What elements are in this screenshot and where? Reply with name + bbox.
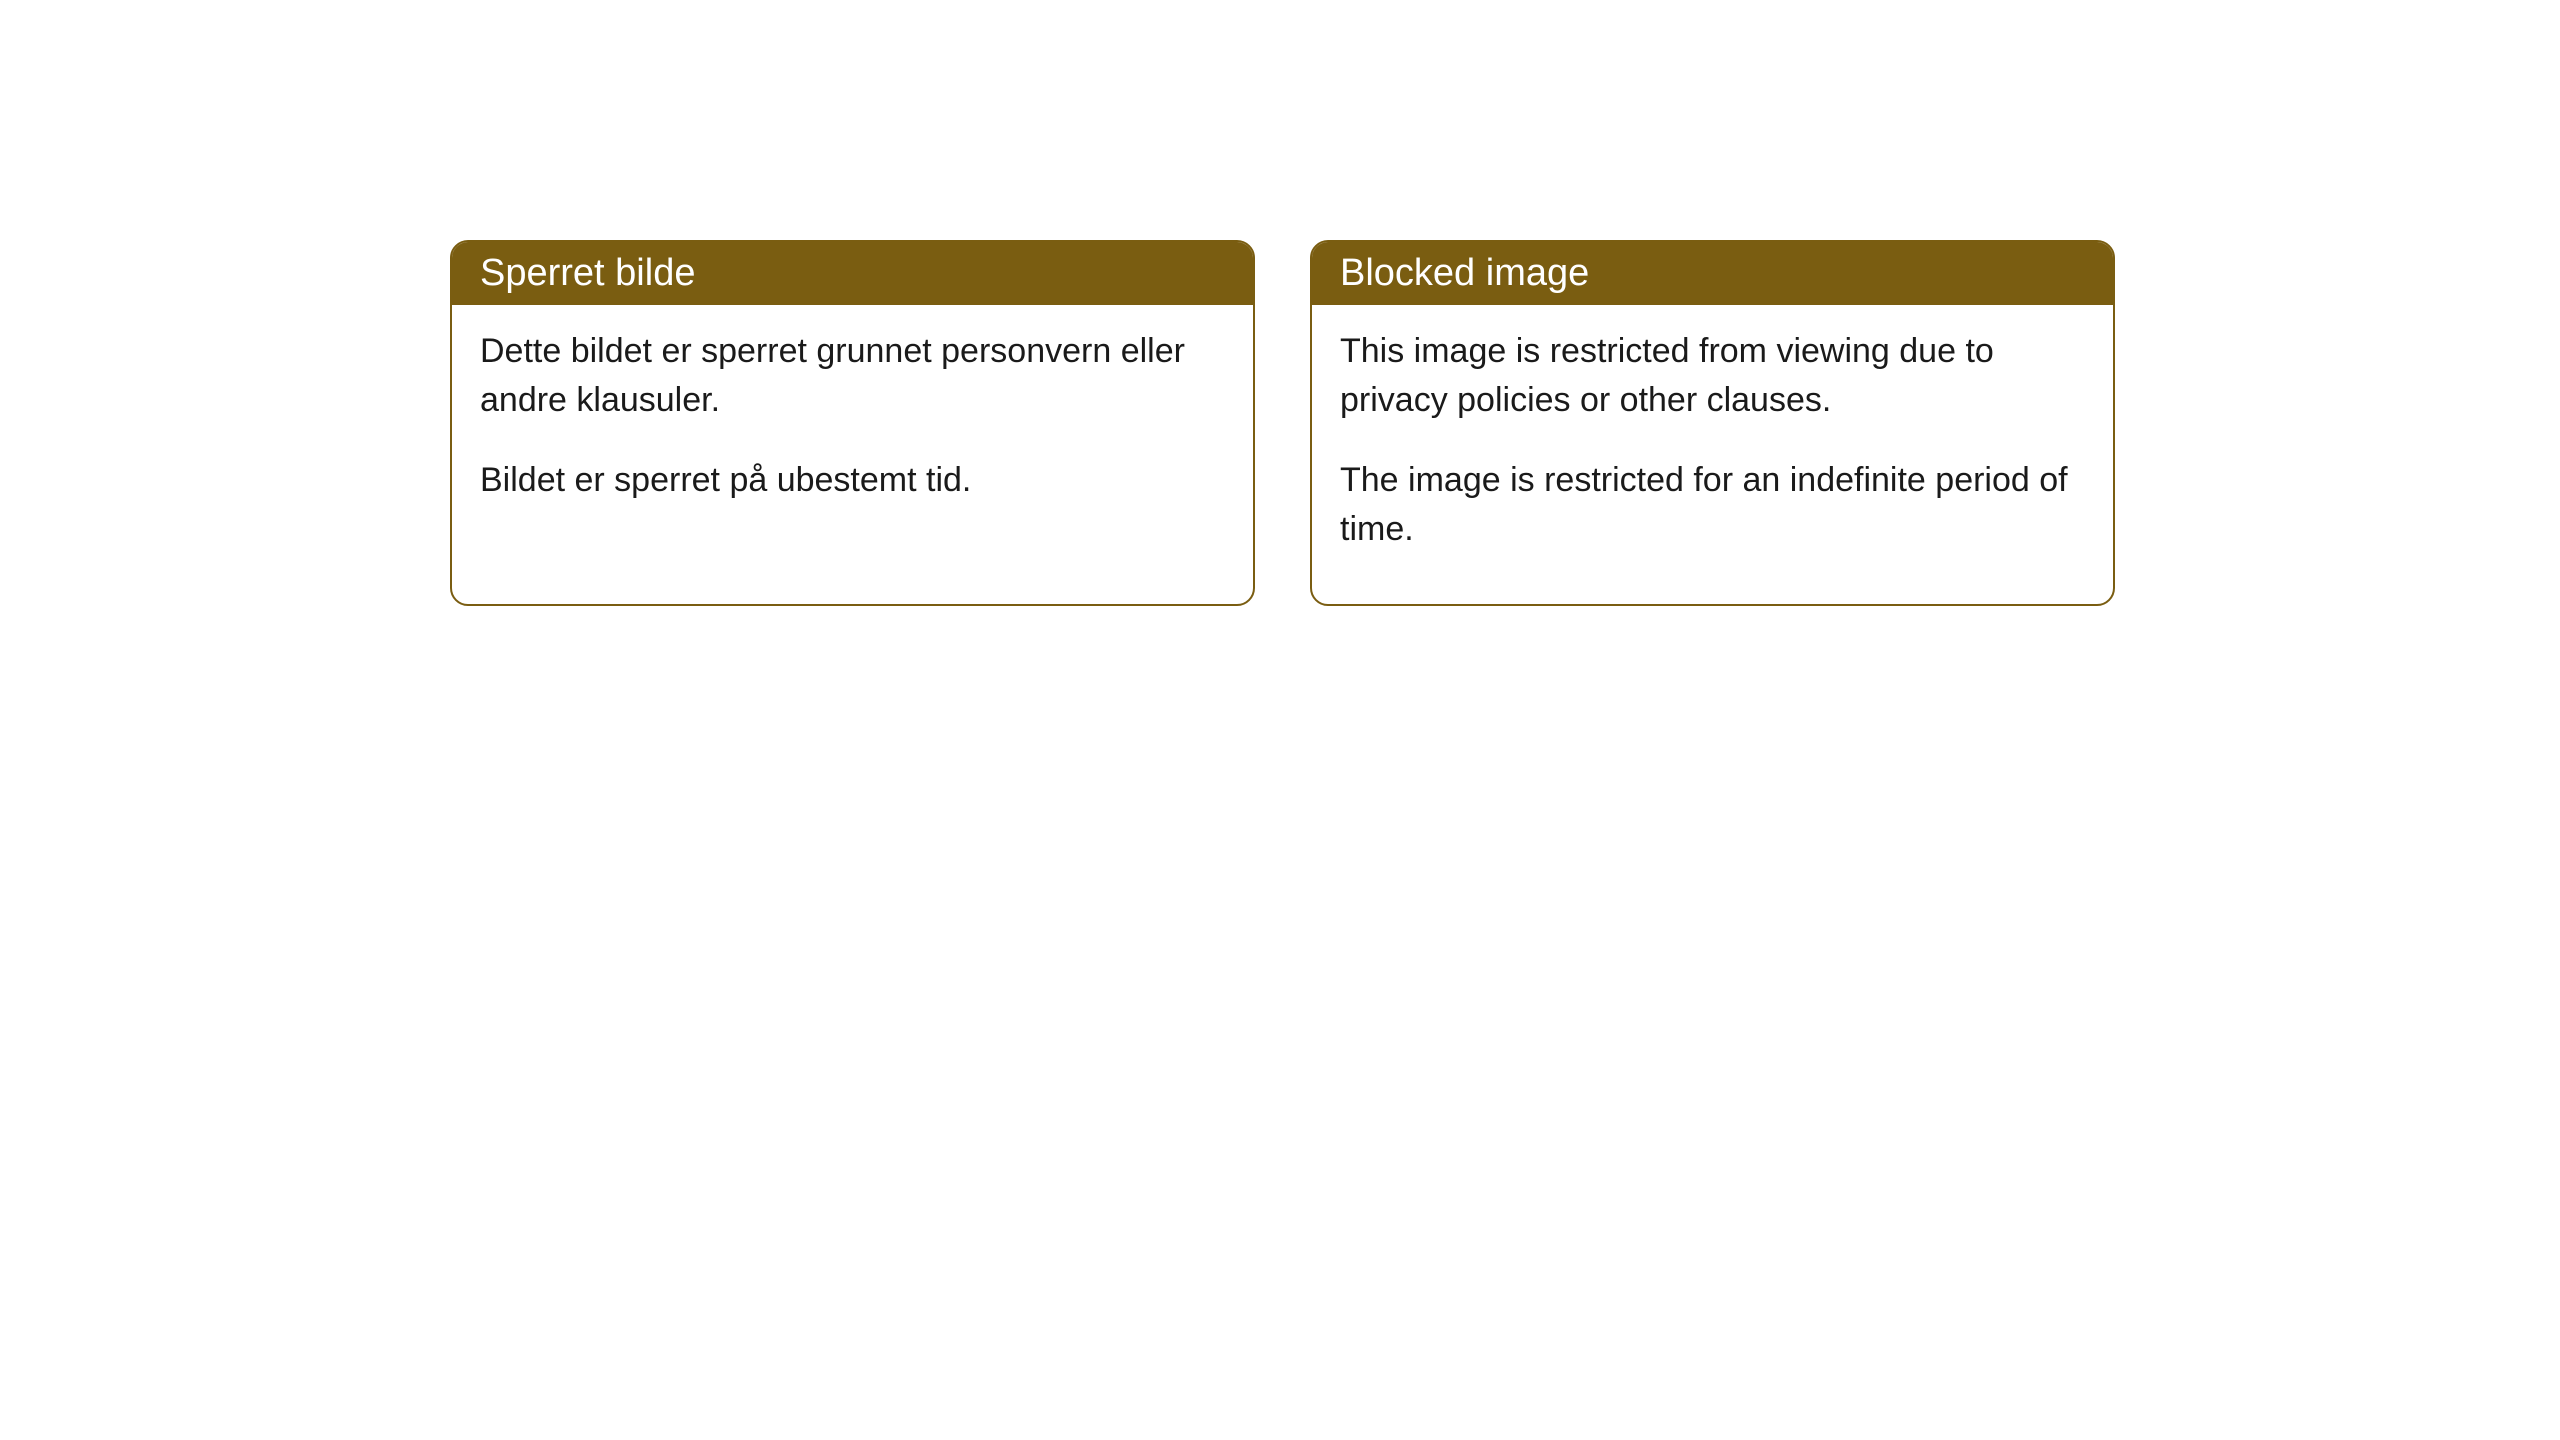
card-title: Sperret bilde xyxy=(480,252,695,294)
notice-cards-container: Sperret bilde Dette bildet er sperret gr… xyxy=(450,240,2115,606)
card-paragraph: Bildet er sperret på ubestemt tid. xyxy=(480,456,1225,505)
card-body: This image is restricted from viewing du… xyxy=(1312,305,2113,604)
card-paragraph: Dette bildet er sperret grunnet personve… xyxy=(480,327,1225,426)
card-header: Sperret bilde xyxy=(452,242,1253,305)
card-body: Dette bildet er sperret grunnet personve… xyxy=(452,305,1253,555)
card-paragraph: The image is restricted for an indefinit… xyxy=(1340,456,2085,555)
card-header: Blocked image xyxy=(1312,242,2113,305)
card-paragraph: This image is restricted from viewing du… xyxy=(1340,327,2085,426)
notice-card-english: Blocked image This image is restricted f… xyxy=(1310,240,2115,606)
card-title: Blocked image xyxy=(1340,252,1589,294)
notice-card-norwegian: Sperret bilde Dette bildet er sperret gr… xyxy=(450,240,1255,606)
